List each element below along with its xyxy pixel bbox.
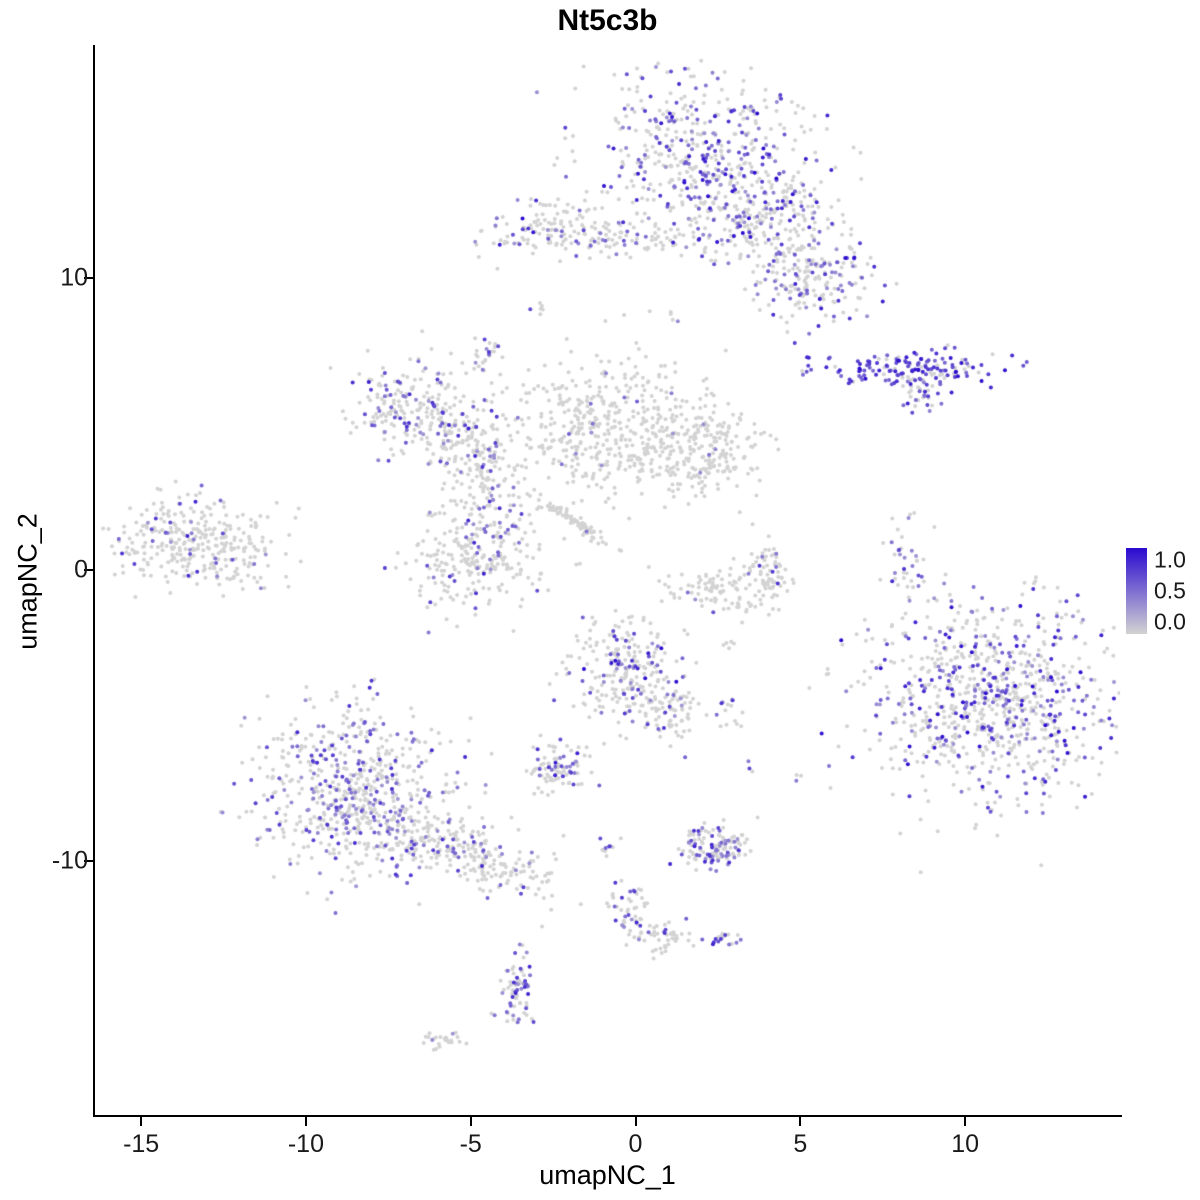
x-axis-title: umapNC_1 [539, 1160, 676, 1190]
x-tick-mark [304, 1117, 307, 1126]
chart-title: Nt5c3b [557, 4, 658, 37]
x-tick-mark [634, 1117, 637, 1126]
x-tick-mark [140, 1117, 143, 1126]
y-tick-mark [84, 568, 93, 571]
y-tick-mark [84, 860, 93, 863]
x-tick-label: -5 [459, 1130, 482, 1158]
x-tick-label: 5 [793, 1130, 808, 1158]
y-tick-label: 10 [60, 263, 88, 292]
x-tick-mark [799, 1117, 802, 1126]
x-axis-line [93, 1115, 1122, 1117]
x-tick-label: 0 [628, 1130, 643, 1158]
legend-tick-label: 0.0 [1154, 608, 1186, 635]
y-axis-line [93, 45, 95, 1117]
x-tick-label: -10 [287, 1130, 324, 1158]
y-axis-title: umapNC_2 [12, 513, 43, 650]
x-tick-label: -15 [123, 1130, 160, 1158]
legend-tick-label: 1.0 [1154, 546, 1186, 573]
color-legend: 1.0 0.5 0.0 [1126, 547, 1186, 635]
x-tick-mark [964, 1117, 967, 1126]
y-tick-mark [84, 277, 93, 280]
legend-tick-label: 0.5 [1154, 577, 1186, 604]
y-tick-label: -10 [51, 846, 88, 875]
x-tick-label: 10 [951, 1130, 979, 1158]
y-tick-label: 0 [74, 555, 88, 584]
x-tick-mark [469, 1117, 472, 1126]
legend-gradient-bar [1126, 548, 1147, 634]
